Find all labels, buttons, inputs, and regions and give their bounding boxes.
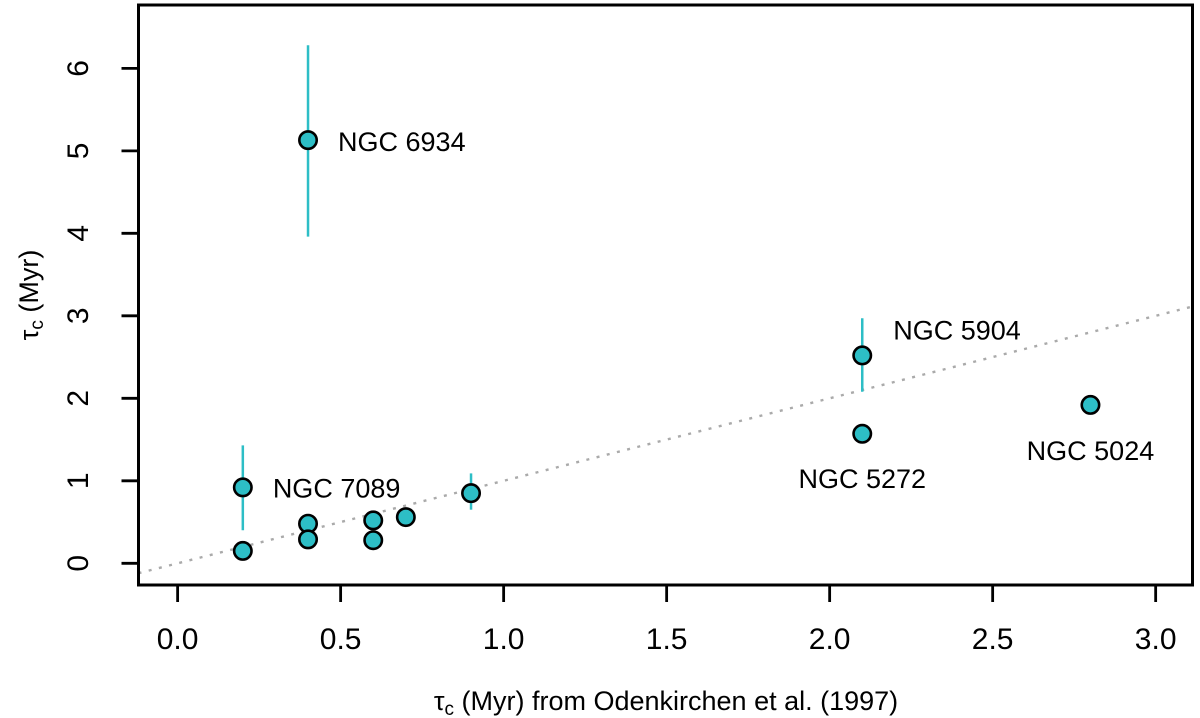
y-axis-tick-label: 0 — [62, 555, 95, 572]
point-label-ngc-5272: NGC 5272 — [798, 464, 926, 494]
point-label-ngc-5024: NGC 5024 — [1027, 436, 1155, 466]
x-axis-tick-label: 2.0 — [809, 623, 851, 656]
data-point-marker — [232, 477, 253, 498]
y-axis-title: τc (Myr) — [14, 250, 48, 341]
x-axis-tick-label: 1.0 — [483, 623, 525, 656]
data-point-marker — [298, 130, 319, 151]
data-point-marker — [232, 540, 253, 561]
y-axis-tick-label: 3 — [62, 307, 95, 324]
x-axis-tick-label: 1.5 — [646, 623, 688, 656]
data-point-marker — [461, 483, 482, 504]
data-point-marker — [852, 345, 873, 366]
data-point-marker — [395, 507, 416, 528]
y-axis-tick-label: 1 — [62, 472, 95, 489]
data-point-marker — [1080, 394, 1101, 415]
x-axis-tick-label: 0.0 — [157, 623, 199, 656]
point-label-ngc-7089: NGC 7089 — [273, 473, 401, 503]
point-label-ngc-5904: NGC 5904 — [893, 315, 1021, 345]
y-axis-tick-label: 5 — [62, 143, 95, 160]
x-axis-tick-label: 2.5 — [972, 623, 1014, 656]
y-axis-tick-label: 2 — [62, 390, 95, 407]
x-axis-tick-label: 3.0 — [1135, 623, 1177, 656]
data-point-marker — [363, 530, 384, 551]
point-label-ngc-6934: NGC 6934 — [338, 127, 466, 157]
data-point-marker — [852, 423, 873, 444]
data-point-marker — [363, 510, 384, 531]
x-axis-tick-label: 0.5 — [320, 623, 362, 656]
y-axis-tick-label: 4 — [62, 225, 95, 242]
y-axis-tick-label: 6 — [62, 60, 95, 77]
x-axis-title: τc (Myr) from Odenkirchen et al. (1997) — [434, 686, 898, 718]
data-point-marker — [298, 529, 319, 550]
